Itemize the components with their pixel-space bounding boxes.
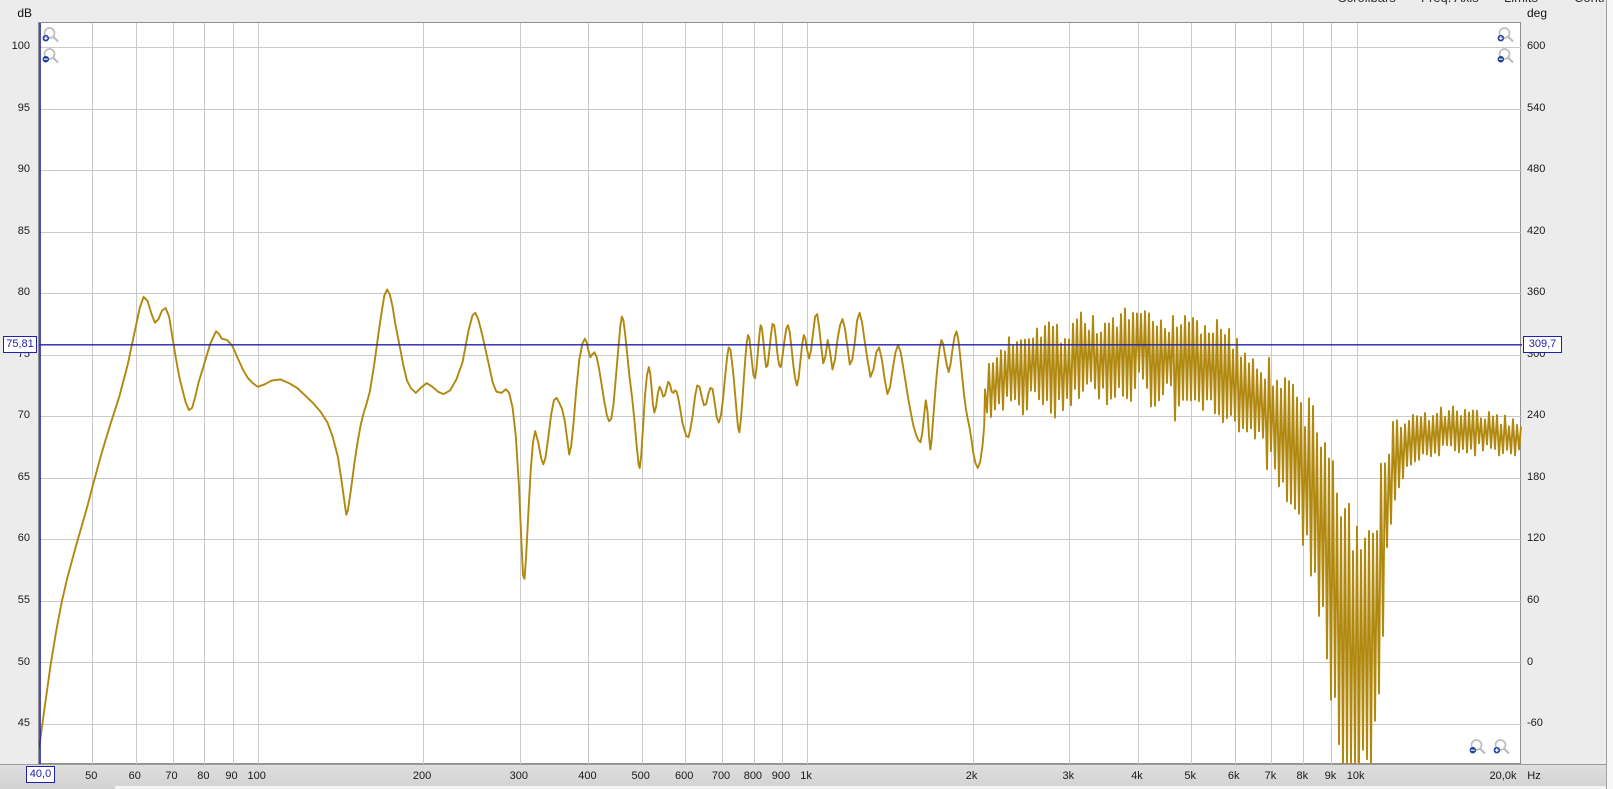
deg-tick-label: -60: [1527, 717, 1543, 730]
spl-curve: [39, 288, 1522, 765]
panel-divider: [1606, 0, 1607, 789]
freq-tick-label: 400: [578, 770, 597, 782]
deg-tick-label: 180: [1527, 470, 1546, 483]
freq-tick-label: 800: [743, 770, 763, 782]
freq-max-label: 20,0k: [1489, 770, 1517, 782]
deg-tick-label: 540: [1527, 101, 1546, 114]
deg-tick-label: 120: [1527, 532, 1546, 545]
frequency-axis-strip: 50 60 70 80 90 100 200 300 400 500 600 700 800 900 1k 2…: [0, 764, 1613, 789]
zoom-in-top-right-icon[interactable]: [1496, 26, 1516, 46]
freq-tick-label: 1k: [800, 770, 812, 782]
toolbar-item-scrollbars[interactable]: Scrollbars: [1338, 0, 1396, 5]
db-tick-label: 95: [17, 101, 30, 114]
zoom-out-top-left-icon[interactable]: [41, 47, 61, 67]
freq-tick-label: 70: [165, 770, 178, 782]
db-tick-label: 65: [17, 470, 30, 483]
freq-tick-label: 100: [247, 770, 266, 782]
freq-tick-label: 90: [225, 770, 238, 782]
freq-tick-label: 80: [197, 770, 210, 782]
freq-tick-label: 900: [771, 770, 791, 782]
deg-tick-label: 480: [1527, 163, 1546, 176]
frequency-response-chart: [39, 23, 1522, 765]
deg-tick-label: 60: [1527, 593, 1540, 606]
right-axis-unit-label: deg: [1527, 6, 1548, 20]
db-tick-label: 45: [17, 717, 30, 730]
left-axis-unit-label: dB: [17, 6, 32, 20]
db-tick-label: 90: [17, 163, 30, 176]
freq-tick-label: 600: [675, 770, 694, 782]
freq-tick-label: 300: [509, 770, 528, 782]
freq-tick-label: 50: [85, 770, 98, 782]
cursor-freq-handle[interactable]: 40,0: [26, 766, 55, 783]
gridlines: [39, 23, 1522, 765]
zoom-out-top-right-icon[interactable]: [1496, 47, 1516, 67]
freq-tick-label: 5k: [1184, 770, 1196, 782]
freq-tick-label: 9k: [1324, 770, 1337, 782]
toolbar-item-limits[interactable]: Limits: [1504, 0, 1538, 5]
db-tick-label: 70: [17, 409, 30, 422]
bottom-scrollbar-edge[interactable]: [115, 786, 1613, 789]
deg-tick-label: 420: [1527, 224, 1546, 237]
zoom-in-top-left-icon[interactable]: [41, 26, 61, 46]
deg-tick-label: 360: [1527, 286, 1546, 299]
db-tick-label: 60: [17, 532, 30, 545]
zoom-out-bottom-right-icon[interactable]: [1468, 738, 1488, 758]
cursor-level-handle[interactable]: 75,81: [3, 336, 37, 353]
deg-tick-label: 240: [1527, 409, 1546, 422]
plot-area[interactable]: [38, 22, 1522, 765]
freq-tick-label: 4k: [1131, 770, 1143, 782]
deg-tick-label: 600: [1527, 40, 1546, 52]
freq-tick-label: 700: [711, 770, 731, 782]
freq-tick-label: 500: [631, 770, 650, 782]
toolbar-item-freq-axis[interactable]: Freq. Axis: [1421, 0, 1479, 5]
freq-tick-label: 7k: [1264, 770, 1277, 782]
db-tick-label: 55: [17, 593, 30, 606]
db-tick-label: 85: [17, 224, 30, 237]
db-tick-label: 50: [17, 655, 30, 668]
deg-tick-label: 0: [1527, 655, 1534, 668]
freq-tick-label: 2k: [965, 770, 978, 782]
freq-tick-label: 6k: [1227, 770, 1240, 782]
freq-tick-label: 60: [128, 770, 141, 782]
zoom-in-bottom-right-icon[interactable]: [1492, 738, 1512, 758]
db-tick-label: 80: [17, 286, 30, 299]
right-panel-edge: [1607, 0, 1613, 789]
freq-unit-label: Hz: [1527, 770, 1541, 782]
db-tick-label: 100: [11, 40, 30, 52]
freq-tick-label: 10k: [1346, 770, 1365, 782]
freq-tick-label: 200: [412, 770, 432, 782]
freq-tick-label: 8k: [1296, 770, 1309, 782]
cursor-phase-handle[interactable]: 309,7: [1523, 336, 1562, 353]
freq-tick-label: 3k: [1062, 770, 1075, 782]
toolbar-clipped-strip: Scrollbars Freq. Axis Limits Contr: [0, 0, 1613, 5]
toolbar-item-contr[interactable]: Contr: [1574, 0, 1606, 5]
